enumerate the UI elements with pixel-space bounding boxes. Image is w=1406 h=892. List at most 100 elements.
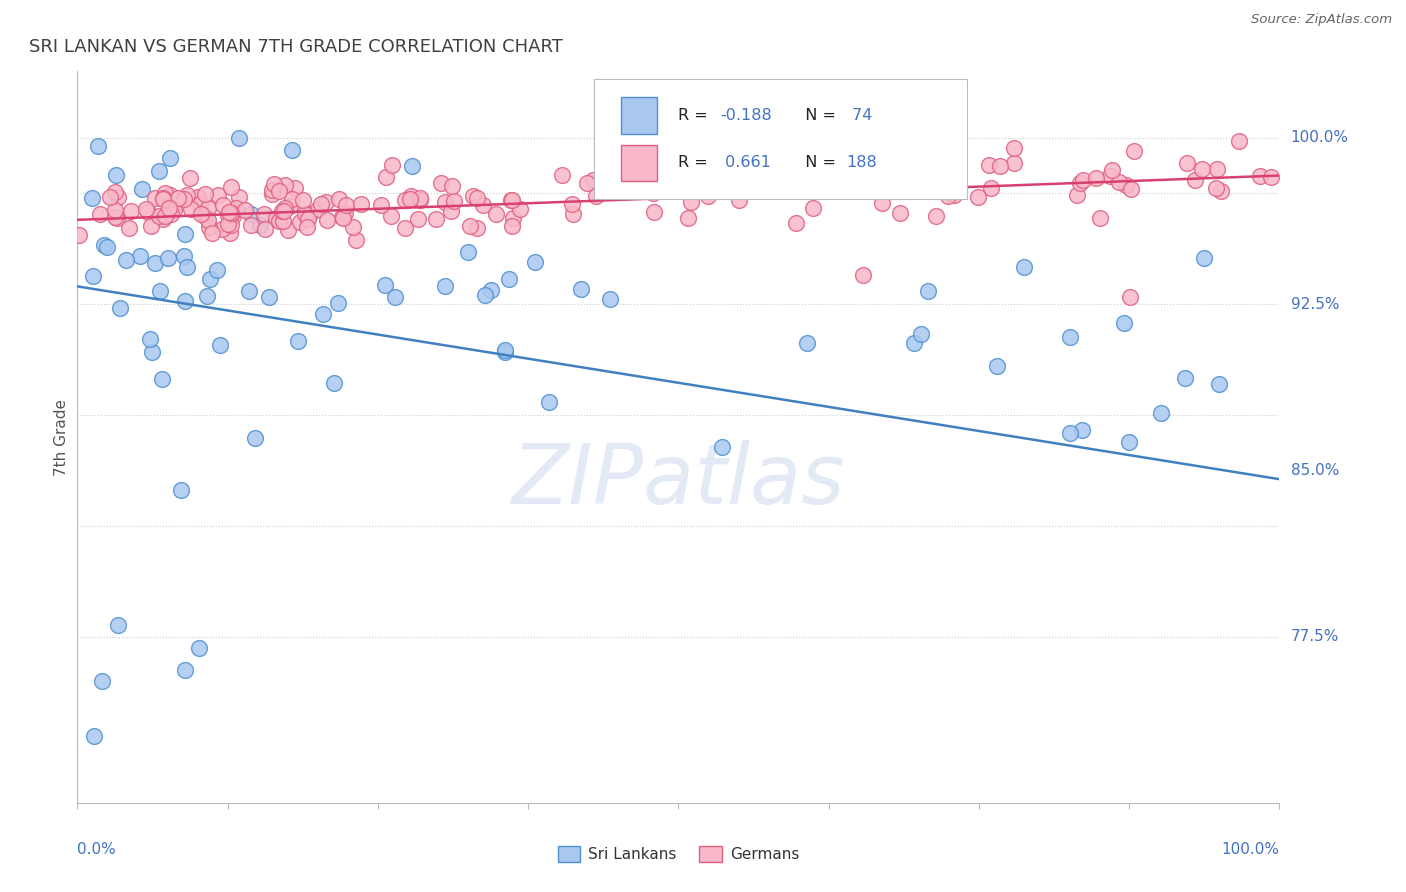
Point [910, 326, 932, 341]
Point [1206, 162, 1229, 177]
Point [603, 170, 626, 185]
Point [157, 201, 180, 215]
Point [115, 252, 138, 267]
Point [267, 184, 290, 198]
Point [796, 336, 818, 351]
Point [498, 272, 520, 286]
Point [716, 181, 738, 195]
Point [494, 345, 516, 359]
Point [408, 190, 430, 204]
Text: 188: 188 [846, 155, 877, 170]
Point [465, 191, 488, 205]
Point [174, 663, 197, 677]
Point [170, 483, 193, 497]
Point [309, 197, 332, 211]
Point [152, 192, 174, 206]
Point [1249, 169, 1271, 183]
Point [162, 203, 184, 218]
Point [217, 217, 239, 231]
Point [474, 288, 496, 302]
Point [716, 172, 738, 186]
Point [925, 209, 948, 223]
Point [312, 306, 335, 320]
Point [685, 177, 707, 191]
Point [135, 202, 157, 216]
Point [877, 178, 900, 192]
Point [148, 210, 170, 224]
Point [118, 221, 141, 235]
Point [274, 202, 297, 216]
Point [194, 187, 217, 202]
Point [479, 283, 502, 297]
Point [921, 159, 943, 173]
Point [104, 186, 127, 200]
Point [207, 188, 229, 202]
Point [569, 282, 592, 296]
Y-axis label: 7th Grade: 7th Grade [53, 399, 69, 475]
Point [82, 191, 104, 205]
Point [243, 431, 266, 445]
Point [502, 211, 524, 225]
Point [239, 207, 262, 221]
Point [173, 294, 195, 309]
Point [93, 237, 115, 252]
Point [778, 157, 800, 171]
Point [143, 191, 166, 205]
Point [1192, 251, 1215, 265]
Point [1208, 376, 1230, 391]
Text: SRI LANKAN VS GERMAN 7TH GRADE CORRELATION CHART: SRI LANKAN VS GERMAN 7TH GRADE CORRELATI… [30, 38, 564, 56]
Text: N =: N = [794, 155, 841, 170]
Point [738, 176, 761, 190]
Point [228, 190, 250, 204]
Point [409, 193, 432, 207]
Point [153, 186, 176, 200]
Point [105, 211, 128, 226]
Point [280, 192, 302, 206]
Point [307, 202, 329, 216]
Point [290, 215, 312, 229]
Point [889, 206, 911, 220]
Point [228, 131, 250, 145]
Point [274, 178, 297, 193]
Point [1108, 175, 1130, 189]
Point [425, 211, 447, 226]
Point [328, 193, 350, 207]
Point [197, 213, 219, 227]
Point [1099, 169, 1122, 183]
Point [801, 201, 824, 215]
Point [681, 195, 703, 210]
Point [187, 640, 209, 655]
Point [986, 359, 1008, 373]
Text: 77.5%: 77.5% [1291, 629, 1339, 644]
Point [1066, 187, 1088, 202]
Point [83, 729, 105, 743]
Point [401, 189, 423, 203]
Text: 74: 74 [846, 108, 872, 123]
Point [160, 207, 183, 221]
Point [197, 202, 219, 216]
Point [1260, 170, 1282, 185]
Point [292, 194, 315, 208]
Point [104, 169, 127, 183]
Point [1211, 184, 1233, 198]
Point [344, 233, 367, 247]
Point [208, 337, 231, 351]
Point [110, 301, 132, 316]
Point [406, 211, 429, 226]
Point [200, 272, 222, 286]
Text: 85.0%: 85.0% [1291, 463, 1339, 478]
Point [173, 227, 195, 242]
Point [575, 176, 598, 190]
Point [1059, 330, 1081, 344]
Point [785, 164, 807, 178]
Point [254, 222, 277, 236]
Point [939, 186, 962, 200]
Point [735, 174, 758, 188]
Point [1227, 134, 1250, 148]
Point [1002, 156, 1025, 170]
Point [537, 394, 560, 409]
Point [298, 207, 321, 221]
Point [443, 194, 465, 208]
Point [176, 188, 198, 202]
Point [294, 207, 316, 221]
